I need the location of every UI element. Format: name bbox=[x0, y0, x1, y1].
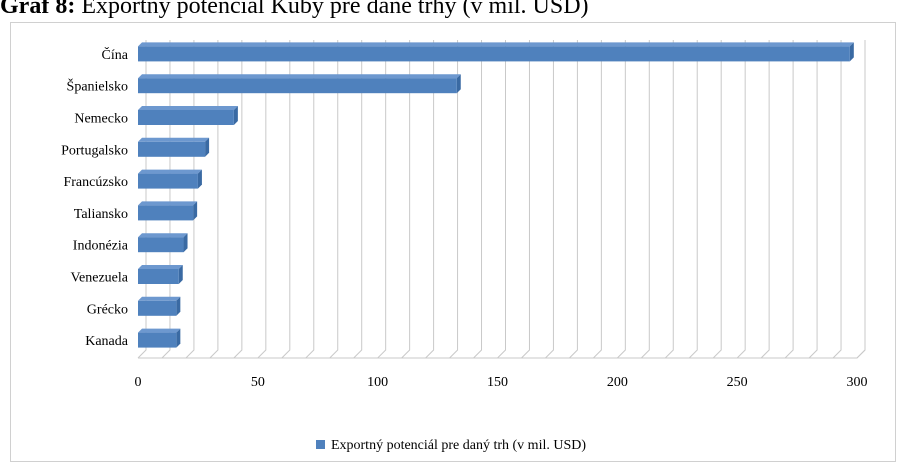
bar bbox=[138, 233, 188, 253]
grid-line bbox=[353, 40, 363, 359]
legend-label: Exportný potenciál pre daný trh (v mil. … bbox=[330, 438, 587, 453]
grid-line bbox=[616, 40, 626, 359]
grid-line bbox=[569, 40, 578, 359]
grid-line bbox=[233, 40, 243, 359]
category-label: Grécko bbox=[87, 302, 128, 317]
grid-line bbox=[712, 40, 722, 359]
grid-line bbox=[209, 40, 219, 359]
category-label: Portugalsko bbox=[61, 143, 128, 158]
bars bbox=[138, 42, 854, 348]
legend: Exportný potenciál pre daný trh (v mil. … bbox=[0, 438, 902, 454]
legend-swatch bbox=[315, 440, 325, 449]
chart-title-text: Exportný potenciál Kuby pre dané trhy (v… bbox=[81, 0, 589, 19]
bar bbox=[138, 137, 210, 157]
bar bbox=[138, 106, 238, 125]
grid-line bbox=[257, 40, 267, 359]
x-tick-label: 0 bbox=[135, 375, 142, 390]
bar bbox=[138, 265, 183, 284]
chart-title-prefix: Graf 8: bbox=[0, 0, 76, 19]
grid-line bbox=[760, 40, 770, 359]
grid-line bbox=[521, 40, 530, 359]
x-tick-label: 100 bbox=[367, 375, 388, 390]
grid-line bbox=[688, 40, 698, 359]
bar bbox=[138, 169, 202, 189]
grid-line bbox=[497, 40, 506, 359]
grid-line bbox=[736, 40, 746, 359]
x-tick-label: 150 bbox=[487, 375, 508, 390]
grid-line bbox=[784, 40, 794, 359]
grid-line bbox=[832, 40, 842, 359]
grid-line bbox=[545, 40, 554, 359]
category-label: Nemecko bbox=[74, 112, 128, 127]
grid-line bbox=[808, 40, 818, 359]
x-tick-label: 300 bbox=[847, 375, 868, 390]
x-tick-label: 50 bbox=[251, 375, 265, 390]
bar bbox=[138, 74, 461, 94]
category-labels: Čína Španielsko Nemecko Portugalsko Francúzs… bbox=[61, 46, 129, 349]
grid-line bbox=[425, 40, 435, 359]
category-label: Španielsko bbox=[67, 78, 128, 95]
x-axis-line bbox=[138, 349, 866, 359]
grid-line bbox=[473, 40, 483, 359]
chart-title: Graf 8: Exportný potenciál Kuby pre dané… bbox=[0, 0, 902, 24]
category-label: Venezuela bbox=[70, 271, 128, 286]
category-label: Taliansko bbox=[74, 207, 128, 222]
category-label: Francúzsko bbox=[63, 175, 128, 190]
grid-line bbox=[449, 40, 459, 359]
category-label: Čína bbox=[102, 46, 129, 63]
category-label: Indonézia bbox=[73, 239, 129, 254]
category-label: Kanada bbox=[85, 334, 129, 349]
bar bbox=[138, 42, 854, 62]
grid-line bbox=[664, 40, 674, 359]
grid-line bbox=[856, 40, 866, 359]
grid-line bbox=[377, 40, 387, 359]
bar bbox=[138, 296, 181, 316]
grid-lines bbox=[137, 40, 866, 359]
x-tick-labels: 0 50 100 150 200 250 300 bbox=[135, 375, 868, 390]
grid-line bbox=[593, 40, 602, 359]
x-tick-label: 200 bbox=[607, 375, 628, 390]
bar bbox=[138, 328, 181, 348]
x-tick-label: 250 bbox=[727, 375, 748, 390]
grid-line bbox=[329, 40, 339, 359]
bar bbox=[138, 201, 198, 221]
grid-line bbox=[640, 40, 650, 359]
grid-line bbox=[281, 40, 291, 359]
grid-line bbox=[401, 40, 411, 359]
grid-line bbox=[305, 40, 315, 359]
